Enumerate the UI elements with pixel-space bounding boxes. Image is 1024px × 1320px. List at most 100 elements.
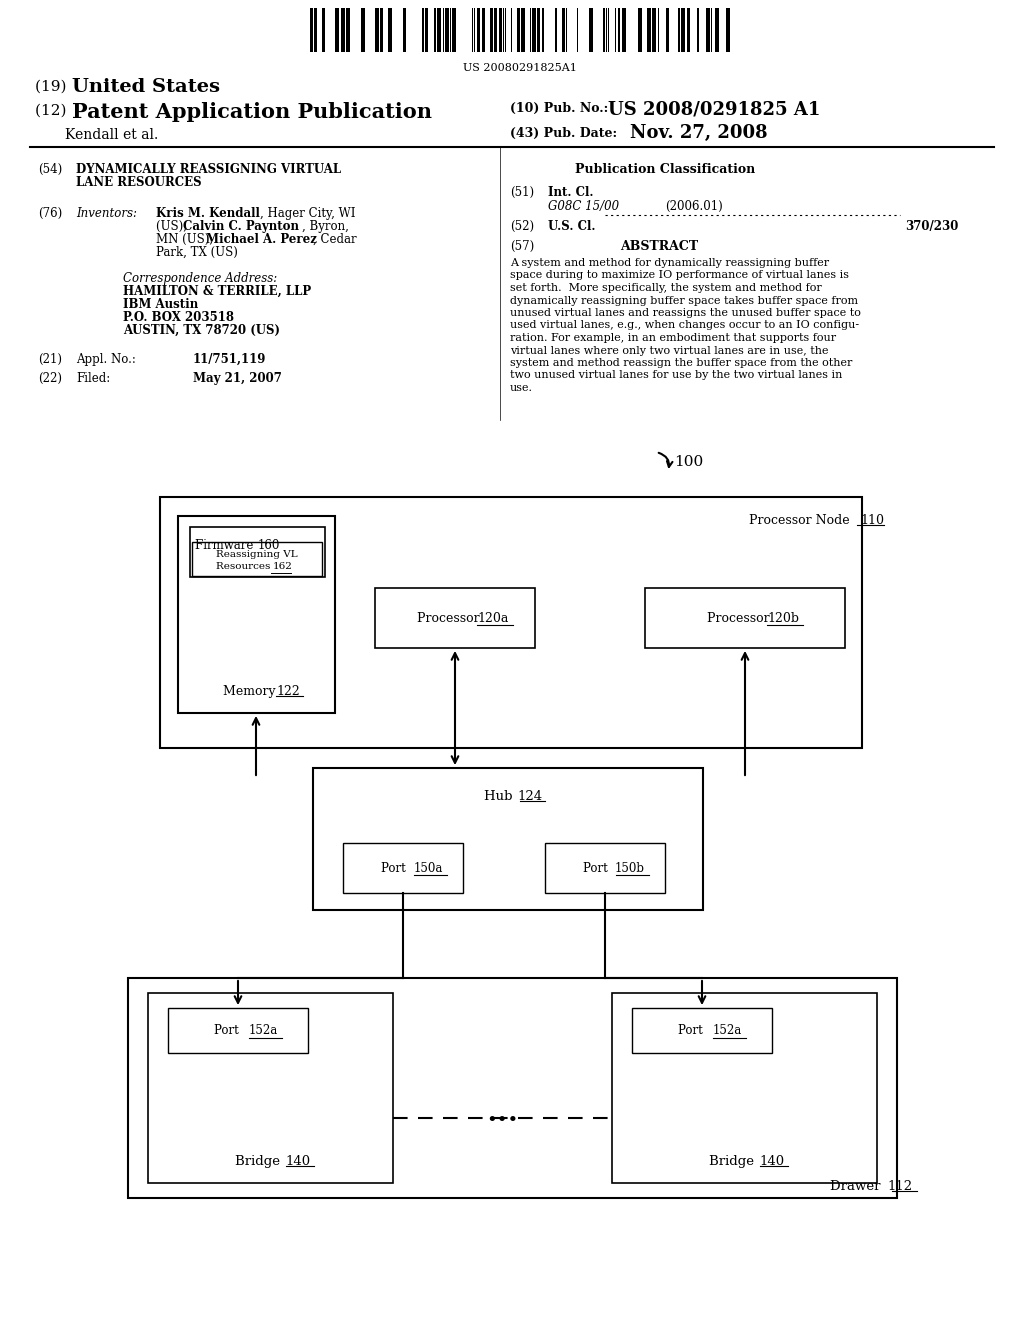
Text: Nov. 27, 2008: Nov. 27, 2008 xyxy=(630,124,768,143)
Bar xyxy=(452,8,456,51)
Text: LANE RESOURCES: LANE RESOURCES xyxy=(76,176,202,189)
Bar xyxy=(178,516,335,713)
Text: Publication Classification: Publication Classification xyxy=(575,162,756,176)
Text: 120b: 120b xyxy=(767,611,799,624)
Bar xyxy=(647,8,651,51)
Text: ABSTRACT: ABSTRACT xyxy=(620,240,698,253)
Text: 140: 140 xyxy=(286,1155,310,1168)
Text: MN (US);: MN (US); xyxy=(156,234,217,246)
Bar xyxy=(706,8,710,51)
Text: 160: 160 xyxy=(258,539,281,552)
Bar xyxy=(697,8,699,51)
Text: dynamically reassigning buffer space takes buffer space from: dynamically reassigning buffer space tak… xyxy=(510,296,858,305)
Text: (43) Pub. Date:: (43) Pub. Date: xyxy=(510,127,617,140)
Text: Kris M. Kendall: Kris M. Kendall xyxy=(156,207,260,220)
Text: Filed:: Filed: xyxy=(76,372,111,385)
Text: Kendall et al.: Kendall et al. xyxy=(65,128,159,143)
Bar xyxy=(589,8,593,51)
Text: Port: Port xyxy=(381,862,410,874)
Bar xyxy=(555,8,557,51)
Text: used virtual lanes, e.g., when changes occur to an IO configu-: used virtual lanes, e.g., when changes o… xyxy=(510,321,859,330)
Bar xyxy=(346,8,350,51)
Text: 100: 100 xyxy=(674,455,703,469)
Text: (21): (21) xyxy=(38,352,62,366)
Text: •••: ••• xyxy=(485,1111,518,1130)
Bar xyxy=(494,8,497,51)
Text: (76): (76) xyxy=(38,207,62,220)
Text: Appl. No.:: Appl. No.: xyxy=(76,352,136,366)
Text: use.: use. xyxy=(510,383,534,393)
Bar xyxy=(482,8,485,51)
Text: (19): (19) xyxy=(35,81,72,94)
Text: 112: 112 xyxy=(888,1180,913,1193)
Bar xyxy=(403,8,406,51)
Text: 370/230: 370/230 xyxy=(905,220,958,234)
Bar xyxy=(545,843,665,894)
Text: Bridge: Bridge xyxy=(236,1155,285,1168)
Text: , Hager City, WI: , Hager City, WI xyxy=(260,207,355,220)
Text: Int. Cl.: Int. Cl. xyxy=(548,186,594,199)
Text: A system and method for dynamically reassigning buffer: A system and method for dynamically reas… xyxy=(510,257,829,268)
Bar xyxy=(517,8,520,51)
Text: Michael A. Perez: Michael A. Perez xyxy=(206,234,316,246)
Text: Calvin C. Paynton: Calvin C. Paynton xyxy=(183,220,299,234)
Text: 152a: 152a xyxy=(249,1023,278,1036)
Text: 140: 140 xyxy=(760,1155,784,1168)
Text: (51): (51) xyxy=(510,186,535,199)
Bar xyxy=(335,8,339,51)
Bar xyxy=(310,8,313,51)
Bar xyxy=(562,8,565,51)
Text: Processor Node: Processor Node xyxy=(750,513,854,527)
Text: , Cedar: , Cedar xyxy=(313,234,356,246)
Text: Reassigning VL: Reassigning VL xyxy=(216,550,298,558)
Bar xyxy=(715,8,719,51)
Bar xyxy=(148,993,393,1183)
Bar xyxy=(622,8,626,51)
Text: Processor: Processor xyxy=(707,611,773,624)
Text: 152a: 152a xyxy=(713,1023,741,1036)
Text: 162: 162 xyxy=(273,562,293,572)
Text: G08C 15/00: G08C 15/00 xyxy=(548,201,620,213)
Text: virtual lanes where only two virtual lanes are in use, the: virtual lanes where only two virtual lan… xyxy=(510,346,828,355)
Text: 11/751,119: 11/751,119 xyxy=(193,352,266,366)
Text: Bridge: Bridge xyxy=(710,1155,759,1168)
Bar xyxy=(375,8,379,51)
Bar xyxy=(678,8,680,51)
Text: 110: 110 xyxy=(860,513,884,527)
Text: IBM Austin: IBM Austin xyxy=(123,298,199,312)
Text: DYNAMICALLY REASSIGNING VIRTUAL: DYNAMICALLY REASSIGNING VIRTUAL xyxy=(76,162,341,176)
Bar xyxy=(666,8,669,51)
Text: Resources: Resources xyxy=(216,562,273,572)
Text: Patent Application Publication: Patent Application Publication xyxy=(72,102,432,121)
Bar xyxy=(638,8,642,51)
Bar xyxy=(160,498,862,748)
Text: Hub: Hub xyxy=(483,789,516,803)
Text: AUSTIN, TX 78720 (US): AUSTIN, TX 78720 (US) xyxy=(123,323,280,337)
Text: 150a: 150a xyxy=(414,862,442,874)
Bar xyxy=(612,993,877,1183)
Bar xyxy=(434,8,436,51)
Text: 120a: 120a xyxy=(477,611,509,624)
Text: United States: United States xyxy=(72,78,220,96)
Text: (52): (52) xyxy=(510,220,535,234)
Text: (US);: (US); xyxy=(156,220,191,234)
Bar xyxy=(361,8,365,51)
Bar xyxy=(314,8,317,51)
Text: Correspondence Address:: Correspondence Address: xyxy=(123,272,278,285)
Text: Memory: Memory xyxy=(222,685,280,698)
Bar xyxy=(422,8,424,51)
Text: Firmware: Firmware xyxy=(195,539,257,552)
Bar xyxy=(521,8,525,51)
Bar xyxy=(687,8,690,51)
Text: 150b: 150b xyxy=(615,862,645,874)
Text: US 20080291825A1: US 20080291825A1 xyxy=(463,63,577,73)
Text: Port: Port xyxy=(583,862,611,874)
Bar xyxy=(645,587,845,648)
Text: US 2008/0291825 A1: US 2008/0291825 A1 xyxy=(608,100,820,117)
Bar xyxy=(388,8,392,51)
Bar xyxy=(193,543,322,576)
Text: 124: 124 xyxy=(517,789,543,803)
Bar xyxy=(477,8,480,51)
Bar xyxy=(632,1008,772,1053)
Bar xyxy=(445,8,449,51)
